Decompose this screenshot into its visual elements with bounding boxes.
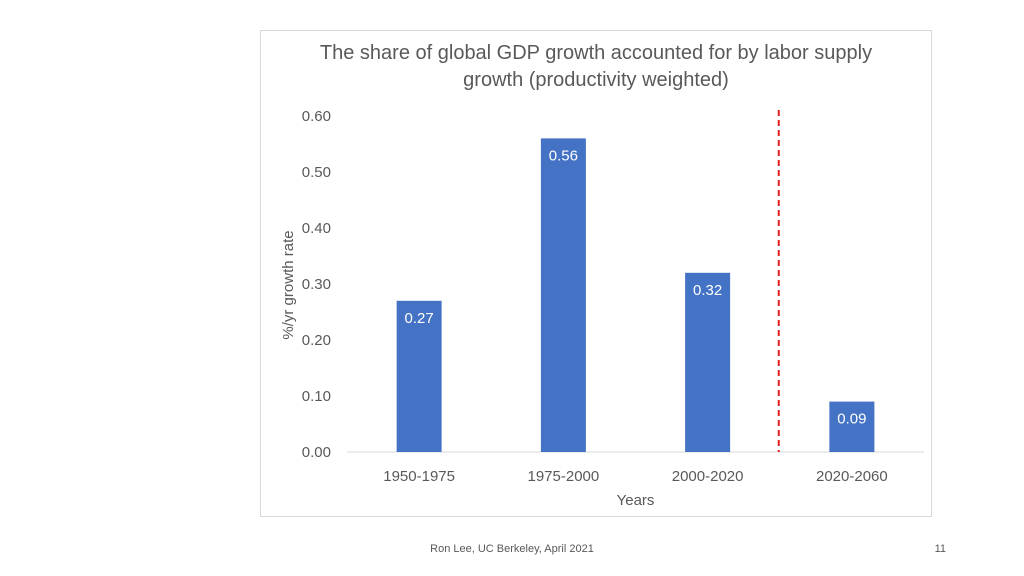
y-axis-label: %/yr growth rate [280,230,297,339]
data-label: 0.32 [693,282,722,299]
data-label: 0.27 [405,310,434,327]
data-label: 0.09 [837,411,866,428]
chart-frame [260,30,932,517]
y-tick-label: 0.10 [302,388,331,405]
bar [396,300,442,452]
bar [685,272,731,452]
x-axis-label: Years [617,492,655,509]
y-tick-label: 0.60 [302,108,331,125]
x-tick-label: 2000-2020 [672,468,744,485]
chart-title: The share of global GDP growth accounted… [319,42,873,91]
bar [540,138,586,452]
x-tick-label: 2020-2060 [816,468,888,485]
y-tick-label: 0.00 [302,444,331,461]
x-tick-label: 1975-2000 [528,468,600,485]
footer-credit: Ron Lee, UC Berkeley, April 2021 [430,543,594,555]
y-tick-label: 0.40 [302,220,331,237]
data-label: 0.56 [549,147,578,164]
x-tick-label: 1950-1975 [383,468,455,485]
y-tick-label: 0.50 [302,164,331,181]
y-tick-label: 0.20 [302,332,331,349]
slide-number: 11 [934,543,946,555]
bar [829,401,875,452]
y-tick-label: 0.30 [302,276,331,293]
